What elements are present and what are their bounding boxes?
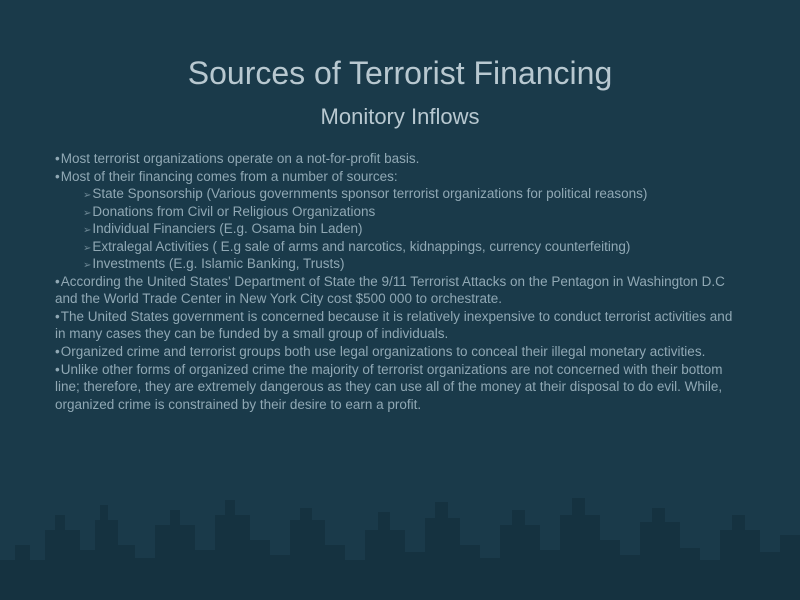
- slide-subtitle: Monitory Inflows: [55, 104, 745, 130]
- bullet-item: Most terrorist organizations operate on …: [55, 150, 745, 168]
- bullet-item: According the United States' Department …: [55, 273, 745, 308]
- bullet-item: Most of their financing comes from a num…: [55, 168, 745, 186]
- bullet-item: Unlike other forms of organized crime th…: [55, 361, 745, 414]
- sub-bullet-item: Donations from Civil or Religious Organi…: [55, 203, 745, 221]
- sub-bullet-item: Individual Financiers (E.g. Osama bin La…: [55, 220, 745, 238]
- bullet-item: Organized crime and terrorist groups bot…: [55, 343, 745, 361]
- slide-title: Sources of Terrorist Financing: [55, 55, 745, 92]
- slide: Sources of Terrorist Financing Monitory …: [0, 0, 800, 600]
- sub-bullet-item: Extralegal Activities ( E.g sale of arms…: [55, 238, 745, 256]
- bullet-item: The United States government is concerne…: [55, 308, 745, 343]
- sub-bullet-item: State Sponsorship (Various governments s…: [55, 185, 745, 203]
- sub-bullet-item: Investments (E.g. Islamic Banking, Trust…: [55, 255, 745, 273]
- slide-body: Most terrorist organizations operate on …: [55, 150, 745, 413]
